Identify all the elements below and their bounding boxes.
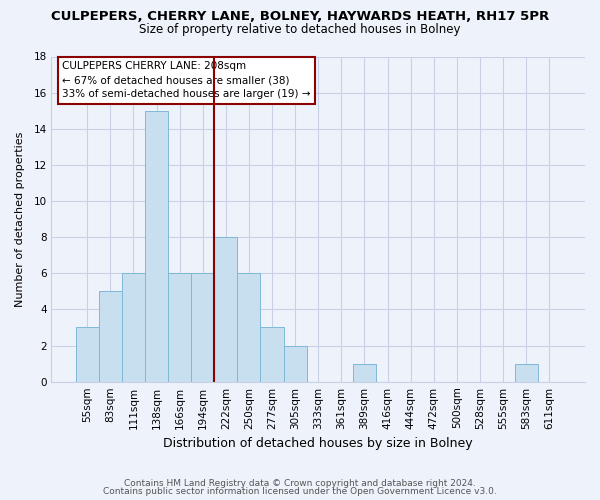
Text: Contains public sector information licensed under the Open Government Licence v3: Contains public sector information licen… (103, 487, 497, 496)
Bar (145, 110, 168, 382)
X-axis label: Distribution of detached houses by size in Bolney: Distribution of detached houses by size … (163, 437, 473, 450)
Bar (122, 274, 145, 382)
Text: CULPEPERS CHERRY LANE: 208sqm
← 67% of detached houses are smaller (38)
33% of s: CULPEPERS CHERRY LANE: 208sqm ← 67% of d… (62, 62, 311, 100)
Y-axis label: Number of detached properties: Number of detached properties (15, 132, 25, 307)
Bar (76, 328, 99, 382)
Text: Size of property relative to detached houses in Bolney: Size of property relative to detached ho… (139, 22, 461, 36)
Bar (515, 364, 538, 382)
Text: Contains HM Land Registry data © Crown copyright and database right 2024.: Contains HM Land Registry data © Crown c… (124, 478, 476, 488)
Bar (260, 328, 284, 382)
Bar (214, 237, 238, 382)
Bar (238, 274, 260, 382)
Bar (99, 292, 122, 382)
Text: CULPEPERS, CHERRY LANE, BOLNEY, HAYWARDS HEATH, RH17 5PR: CULPEPERS, CHERRY LANE, BOLNEY, HAYWARDS… (51, 10, 549, 23)
Bar (191, 274, 214, 382)
Bar (284, 346, 307, 382)
Bar (353, 364, 376, 382)
Bar (168, 274, 191, 382)
